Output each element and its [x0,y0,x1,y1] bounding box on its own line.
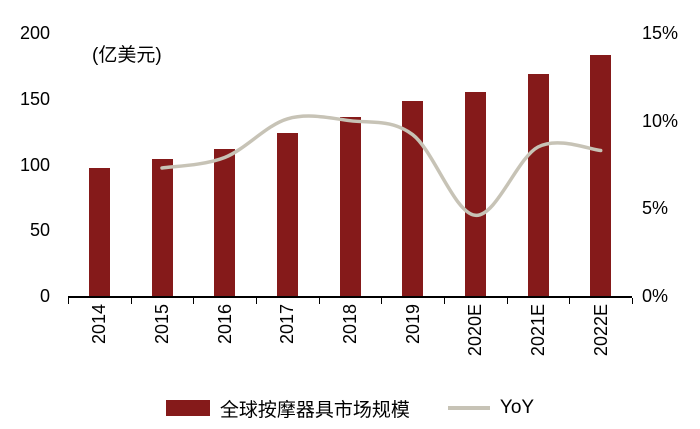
right-axis-tick-label: 15% [642,23,679,43]
x-category-label: 2015 [152,304,172,345]
legend-bar-swatch [165,400,210,416]
bar [214,148,236,296]
bar [88,168,110,296]
right-axis-tick-label: 0% [642,286,669,306]
x-category-label: 2019 [402,304,423,345]
left-axis-tick-label: 200 [19,23,50,43]
bar [339,117,361,296]
bar [151,159,173,296]
bar [276,132,298,296]
right-axis-tick-label: 5% [642,198,669,219]
bar [590,55,612,296]
legend-line-label: YoY [499,397,535,418]
x-axis-tick [444,298,445,304]
bar [464,92,486,296]
bar [402,101,424,296]
x-axis-tick [569,298,571,304]
x-category-label: 2018 [340,304,360,345]
legend-line-swatch [447,406,490,410]
x-axis-tick [506,298,508,304]
legend-bar-label: 全球按摩器具市场规模 [219,399,410,421]
bar [527,73,549,296]
x-category-label: 2022E [590,304,611,357]
x-category-label: 2017 [277,304,298,345]
x-axis-tick [68,298,69,304]
left-axis-tick-label: 100 [19,154,50,175]
x-category-label: 2014 [89,304,110,345]
x-category-label: 2016 [214,304,235,345]
left-axis-unit-label: (亿美元) [92,45,162,66]
x-axis-tick [256,298,257,304]
x-axis-tick [193,298,195,304]
left-axis-tick-label: 150 [19,88,50,109]
x-axis-tick [130,298,132,304]
x-axis-tick [381,298,383,304]
legend: 全球按摩器具市场规模 YoY [0,395,700,421]
left-axis-tick-label: 0 [39,286,50,306]
x-axis-line [68,296,632,298]
left-axis-tick-label: 50 [29,220,50,241]
x-axis-tick [318,298,320,304]
x-category-label: 2020E [465,304,486,357]
x-category-label: 2021E [528,304,548,357]
right-axis-tick-label: 10% [642,110,679,131]
x-axis-tick [632,298,633,304]
